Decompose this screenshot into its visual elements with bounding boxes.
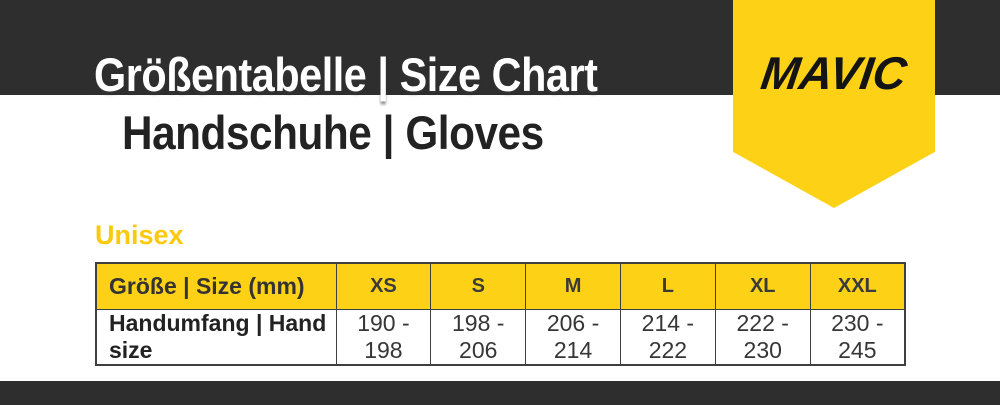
page-title: Größentabelle | Size Chart — [94, 48, 598, 101]
cell-value: 230 - 245 — [809, 309, 906, 366]
column-header-label: Größe | Size (mm) — [95, 262, 337, 310]
column-header-size-xs: XS — [335, 262, 432, 310]
column-header-size-m: M — [525, 262, 621, 310]
brand-ribbon: MAVIC — [733, 0, 935, 208]
cell-value: 206 - 214 — [525, 309, 621, 366]
table-header-row: Größe | Size (mm) XS S M L XL XXL — [95, 262, 906, 310]
column-header-size-s: S — [430, 262, 527, 310]
cell-value: 214 - 222 — [619, 309, 716, 366]
cell-value: 198 - 206 — [430, 309, 527, 366]
column-header-size-xxl: XXL — [809, 262, 906, 310]
table-body: Handumfang | Hand size 190 - 198 198 - 206… — [95, 309, 906, 366]
cell-value: 190 - 198 — [335, 309, 432, 366]
bottom-banner — [0, 381, 1000, 405]
size-table: Größe | Size (mm) XS S M L XL XXL Handumfang |… — [95, 262, 906, 366]
column-header-size-l: L — [619, 262, 716, 310]
table-row: Handumfang | Hand size 190 - 198 198 - 206… — [95, 309, 906, 366]
page-subtitle: Handschuhe | Gloves — [122, 106, 544, 159]
column-header-size-xl: XL — [714, 262, 811, 310]
section-label-unisex: Unisex — [95, 220, 184, 250]
row-label: Handumfang | Hand size — [95, 309, 337, 366]
mavic-logo: MAVIC — [757, 47, 911, 99]
cell-value: 222 - 230 — [714, 309, 811, 366]
